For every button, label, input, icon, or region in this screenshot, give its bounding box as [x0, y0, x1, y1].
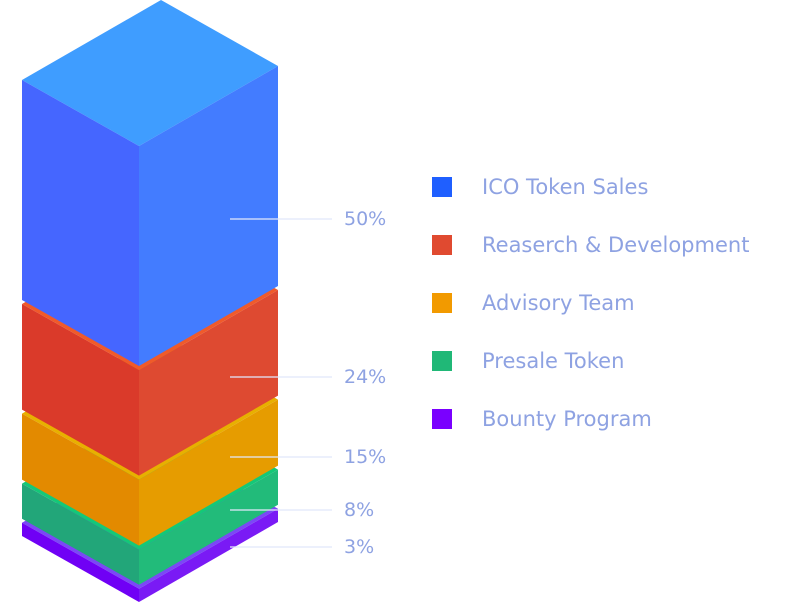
legend-swatch: [432, 235, 452, 255]
legend-swatch: [432, 351, 452, 371]
value-label: 8%: [344, 499, 375, 521]
legend-label: Advisory Team: [482, 291, 635, 315]
layer-right-presale-token: [139, 469, 278, 585]
layer-left-advisory-team: [22, 413, 139, 546]
value-label: 3%: [344, 536, 375, 558]
layer-right-ico-token-sales: [139, 66, 278, 366]
legend-item: ICO Token Sales: [432, 175, 648, 199]
layer-right-bounty-program: [139, 508, 278, 602]
legend-item: Bounty Program: [432, 407, 652, 431]
layer-right-advisory-team: [139, 399, 278, 546]
legend-item: Presale Token: [432, 349, 624, 373]
layer-right-reaserch-development: [139, 290, 278, 476]
value-label: 50%: [344, 208, 387, 230]
legend-swatch: [432, 409, 452, 429]
legend-swatch: [432, 177, 452, 197]
layer-left-bounty-program: [22, 522, 139, 602]
layer-top-ico-token-sales: [22, 0, 278, 146]
legend-swatch: [432, 293, 452, 313]
legend-label: ICO Token Sales: [482, 175, 649, 199]
legend-item: Reaserch & Development: [432, 233, 749, 257]
value-label: 24%: [344, 366, 387, 388]
legend-label: Reaserch & Development: [482, 233, 750, 257]
layer-left-reaserch-development: [22, 304, 139, 476]
layer-left-ico-token-sales: [22, 80, 139, 366]
legend-label: Bounty Program: [482, 407, 652, 431]
legend-label: Presale Token: [482, 349, 625, 373]
legend-item: Advisory Team: [432, 291, 635, 315]
layer-left-presale-token: [22, 483, 139, 585]
value-label: 15%: [344, 446, 387, 468]
